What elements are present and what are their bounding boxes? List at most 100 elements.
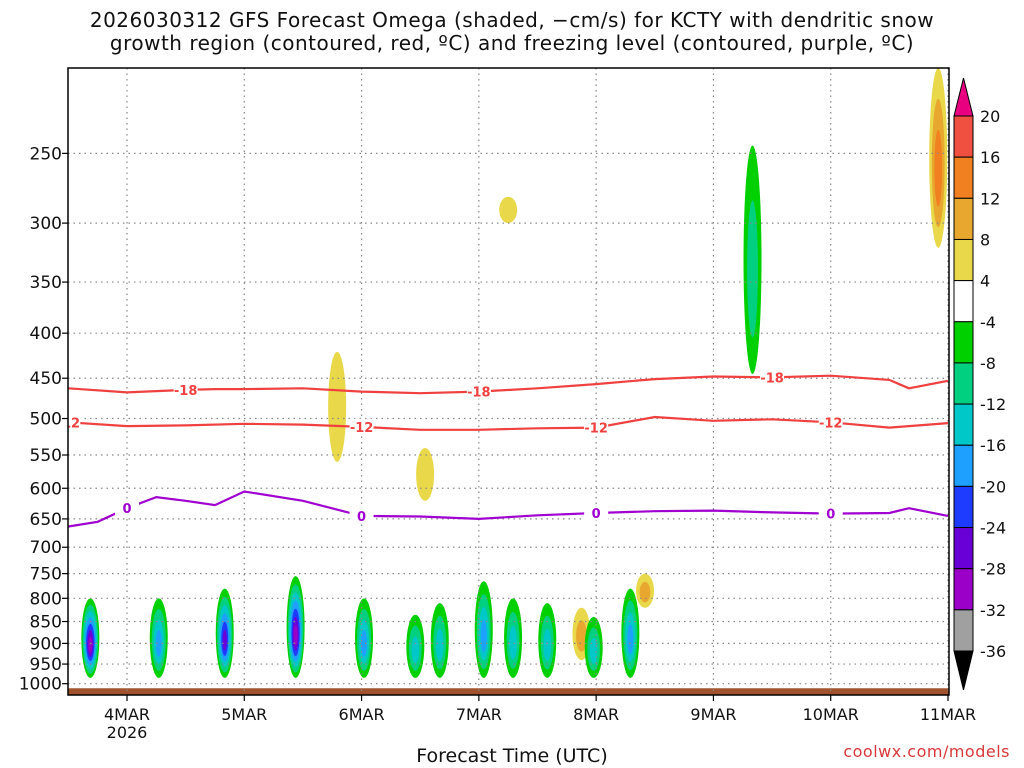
colorbar-segment	[953, 362, 974, 405]
y-tick-label: 400	[30, 324, 62, 344]
colorbar-label: -8	[980, 354, 996, 373]
omega-field	[68, 68, 949, 695]
colorbar-label: -24	[980, 519, 1006, 538]
omega-cell	[934, 129, 943, 207]
colorbar-segment	[953, 115, 974, 158]
colorbar-max-arrow	[953, 77, 974, 117]
chart-title-line2: growth region (contoured, red, ºC) and f…	[109, 31, 915, 55]
omega-cell	[416, 447, 435, 501]
contour-label-bg	[115, 500, 139, 516]
contour-label-bg	[68, 414, 81, 430]
contour-label: 0	[826, 508, 835, 523]
y-tick-label: 800	[30, 589, 62, 609]
x-tick-label: 10MAR	[803, 705, 859, 724]
omega-cell	[576, 620, 587, 652]
x-tick-label: 6MAR	[339, 705, 385, 724]
contour-line	[68, 415, 949, 431]
colorbar-min-arrow	[953, 650, 974, 691]
colorbar-label: -36	[980, 642, 1006, 661]
site-credit: coolwx.com/models	[843, 742, 1010, 761]
y-tick-label: 750	[30, 565, 62, 585]
colorbar-segment	[953, 527, 974, 570]
colorbar-label: -16	[980, 436, 1006, 455]
omega-cell	[543, 628, 552, 661]
x-axis-label: Forecast Time (UTC)	[416, 745, 608, 767]
contour-line	[68, 374, 949, 395]
x-tick-label: 11MAR	[920, 705, 976, 724]
temperature-contours: -18 -18 -18 -12 -12 -12 -12 0 0 0 0	[57, 369, 949, 528]
colorbar-segment	[953, 238, 974, 282]
omega-cell	[499, 196, 518, 224]
colorbar-segment	[953, 403, 974, 446]
omega-cell	[361, 630, 368, 657]
time-axis: 4MAR 5MAR 6MAR 7MAR 8MAR 9MAR 10MAR 11MAR 2026	[104, 695, 976, 742]
pressure-axis: 2503003504004505005506006507007508008509…	[19, 144, 68, 695]
contour-label: -12	[819, 416, 843, 431]
contour-label: 0	[357, 510, 366, 525]
omega-cell	[589, 637, 598, 664]
omega-cell	[222, 629, 227, 651]
x-tick-label: 7MAR	[456, 705, 502, 724]
y-tick-label: 850	[30, 613, 62, 633]
contour-label-bg	[760, 369, 785, 385]
y-tick-label: 600	[30, 479, 62, 499]
contour-label-bg	[818, 414, 843, 430]
x-year-label: 2026	[107, 723, 148, 742]
y-tick-label: 350	[30, 273, 62, 293]
y-tick-label: 500	[30, 410, 62, 430]
colorbar-label: -4	[980, 313, 996, 332]
contour-label: 0	[592, 507, 601, 522]
contour-label-bg	[466, 383, 491, 399]
colorbar: 20 16 12 8 4 -4 -8 -12 -16 -20 -24 -28 -32 -36	[953, 77, 1006, 691]
colorbar-segment	[953, 609, 974, 652]
colorbar-segment	[953, 197, 974, 240]
contour-label: -12	[57, 416, 81, 431]
colorbar-label: -28	[980, 560, 1006, 579]
omega-cell	[639, 581, 651, 603]
x-tick-label: 9MAR	[690, 705, 736, 724]
y-tick-label: 650	[30, 510, 62, 530]
colorbar-label: 12	[980, 189, 1000, 208]
y-tick-label: 900	[30, 634, 62, 654]
y-tick-label: 700	[30, 538, 62, 558]
contour-line	[68, 490, 949, 528]
omega-cell	[509, 625, 517, 660]
colorbar-segment	[953, 444, 974, 487]
x-tick-label: 5MAR	[221, 705, 267, 724]
contour-label: 0	[122, 502, 131, 517]
omega-cell	[747, 200, 758, 338]
colorbar-label: -32	[980, 601, 1006, 620]
colorbar-label: 20	[980, 107, 1000, 126]
colorbar-segment	[953, 280, 974, 323]
y-tick-label: 300	[30, 214, 62, 234]
chart-title-line1: 2026030312 GFS Forecast Omega (shaded, −…	[89, 8, 935, 32]
omega-cell	[627, 624, 634, 655]
colorbar-segment	[953, 485, 974, 529]
contour-label: -12	[350, 421, 374, 436]
omega-cell	[328, 351, 347, 462]
omega-cell	[88, 636, 93, 653]
colorbar-label: 4	[980, 272, 990, 291]
plot-frame	[67, 67, 950, 696]
colorbar-segment	[953, 568, 974, 611]
colorbar-label: -12	[980, 395, 1006, 414]
y-tick-label: 950	[30, 655, 62, 675]
x-tick-label: 8MAR	[573, 705, 619, 724]
colorbar-label: 8	[980, 230, 990, 249]
colorbar-label: -20	[980, 477, 1006, 496]
colorbar-segment	[953, 321, 974, 364]
contour-label-bg	[349, 418, 374, 434]
omega-cell	[293, 625, 298, 646]
x-tick-label: 4MAR	[104, 705, 150, 724]
omega-cell	[411, 636, 420, 664]
contour-label: -18	[467, 386, 491, 401]
y-tick-label: 450	[30, 369, 62, 389]
surface-terrain	[68, 688, 949, 695]
plot-grid	[68, 68, 949, 695]
y-tick-label: 1000	[19, 675, 62, 695]
colorbar-label: 16	[980, 148, 1000, 167]
omega-cell	[435, 628, 444, 661]
contour-label: -12	[584, 422, 608, 437]
contour-label: -18	[760, 371, 784, 386]
